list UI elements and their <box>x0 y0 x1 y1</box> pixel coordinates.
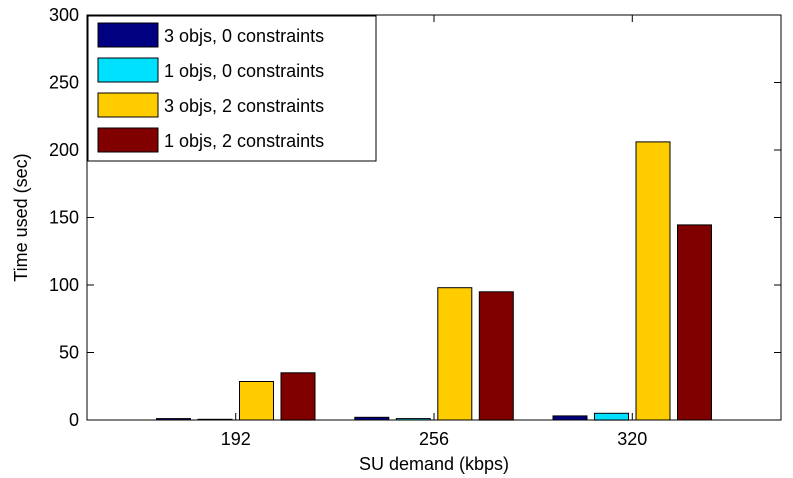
bar-192-series-3 <box>240 382 274 421</box>
legend-label-3: 3 objs, 2 constraints <box>164 96 324 116</box>
bar-320-series-2 <box>595 413 629 420</box>
bar-320-series-4 <box>678 225 712 420</box>
y-tick-label: 0 <box>69 410 79 430</box>
legend-swatch-1 <box>98 23 158 47</box>
y-tick-label: 200 <box>49 140 79 160</box>
legend-swatch-4 <box>98 128 158 152</box>
x-tick-label: 256 <box>419 429 449 449</box>
y-tick-label: 50 <box>59 343 79 363</box>
bar-320-series-3 <box>636 142 670 420</box>
bars-layer <box>157 142 712 420</box>
x-tick-label: 320 <box>617 429 647 449</box>
y-tick-label: 100 <box>49 275 79 295</box>
x-tick-label: 192 <box>221 429 251 449</box>
bar-192-series-4 <box>281 373 315 420</box>
x-axis-label: SU demand (kbps) <box>359 454 509 474</box>
bar-256-series-4 <box>479 292 513 420</box>
legend-label-1: 3 objs, 0 constraints <box>164 26 324 46</box>
legend-swatch-2 <box>98 58 158 82</box>
y-tick-label: 250 <box>49 73 79 93</box>
y-tick-label: 150 <box>49 208 79 228</box>
y-tick-label: 300 <box>49 5 79 25</box>
y-axis-label: Time used (sec) <box>11 153 31 281</box>
legend: 3 objs, 0 constraints 1 objs, 0 constrain… <box>88 16 376 161</box>
bar-320-series-1 <box>553 416 587 420</box>
legend-label-2: 1 objs, 0 constraints <box>164 61 324 81</box>
bar-256-series-3 <box>438 288 472 420</box>
legend-label-4: 1 objs, 2 constraints <box>164 131 324 151</box>
legend-swatch-3 <box>98 93 158 117</box>
